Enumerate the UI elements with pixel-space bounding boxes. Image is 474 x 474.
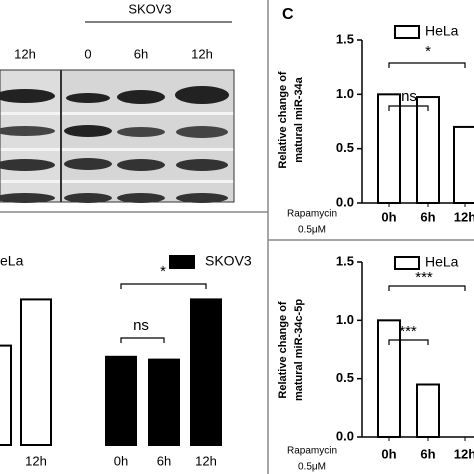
x-tick-label: 12h (25, 453, 47, 468)
x-tick-label: 0h (381, 446, 396, 461)
y-tick-label: 1.5 (336, 31, 354, 46)
legend-label: HeLa (425, 23, 459, 39)
cell-line-label: SKOV3 (128, 1, 171, 16)
y-tick-label: 0.5 (336, 370, 354, 385)
bar (416, 96, 440, 204)
lane-label: 12h (14, 46, 36, 61)
bar (105, 355, 137, 446)
x-prefix: Rapamycin (287, 446, 337, 457)
significance-bracket (388, 285, 466, 291)
lane-label: 6h (134, 46, 148, 61)
y-tick-label: 0.0 (336, 194, 354, 209)
y-axis-label: matural miR-34a (293, 76, 305, 162)
significance-label: ns (133, 317, 149, 334)
lane-label: 12h (191, 46, 213, 61)
x-prefix: 0.5μM (298, 225, 326, 236)
x-prefix: 0.5μM (298, 462, 326, 473)
significance-bracket (120, 283, 207, 289)
significance-bracket (388, 339, 429, 345)
x-tick-label: 12h (454, 446, 474, 461)
legend-label: SKOV3 (205, 253, 252, 269)
blot-frame (0, 69, 235, 203)
bands (0, 86, 229, 203)
x-tick-label: 12h (454, 209, 474, 224)
bar (377, 319, 401, 439)
y-tick-label: 1.0 (336, 312, 354, 327)
x-tick-label: 6h (420, 209, 435, 224)
significance-bracket (388, 105, 429, 111)
legend-swatch (169, 255, 195, 269)
y-tick-label: 1.0 (336, 86, 354, 101)
bar (377, 93, 401, 204)
bar (20, 298, 52, 446)
significance-label: *** (399, 323, 417, 340)
y-tick-label: 0.5 (336, 140, 354, 155)
legend-swatch (394, 256, 420, 270)
y-tick-label: 0.0 (336, 428, 354, 443)
bar (416, 383, 440, 438)
y-tick-label: 1.5 (336, 253, 354, 268)
bar (0, 344, 12, 447)
x-tick-label: 6h (157, 453, 171, 468)
y-axis-label: matural miR-34c-5p (293, 299, 305, 401)
significance-label: * (425, 43, 431, 60)
bar (148, 358, 180, 447)
bar (190, 298, 222, 446)
significance-label: ns (401, 88, 417, 105)
x-prefix: Rapamycin (287, 209, 337, 220)
blot-gap (0, 148, 234, 151)
panel-label: C (282, 6, 294, 23)
x-tick-label: 0h (381, 209, 396, 224)
y-axis-label: Relative change of (277, 301, 289, 399)
x-tick-label: 6h (420, 446, 435, 461)
x-tick-label: 12h (195, 453, 217, 468)
lane-label: 0 (84, 46, 91, 61)
significance-label: * (160, 263, 166, 280)
blot-gap (0, 112, 234, 115)
legend-label: HeLa (425, 254, 459, 270)
y-axis-label: Relative change of (277, 71, 289, 169)
significance-bracket (120, 337, 165, 343)
legend-swatch (394, 25, 420, 39)
significance-label: *** (415, 269, 433, 286)
western-blot: SKOV3 12h 0 6h 12h (0, 1, 235, 203)
x-tick-label: 0h (114, 453, 128, 468)
legend-label: eLa (0, 253, 24, 269)
significance-bracket (388, 62, 466, 68)
bar (453, 125, 474, 204)
blot-gap (0, 180, 234, 183)
